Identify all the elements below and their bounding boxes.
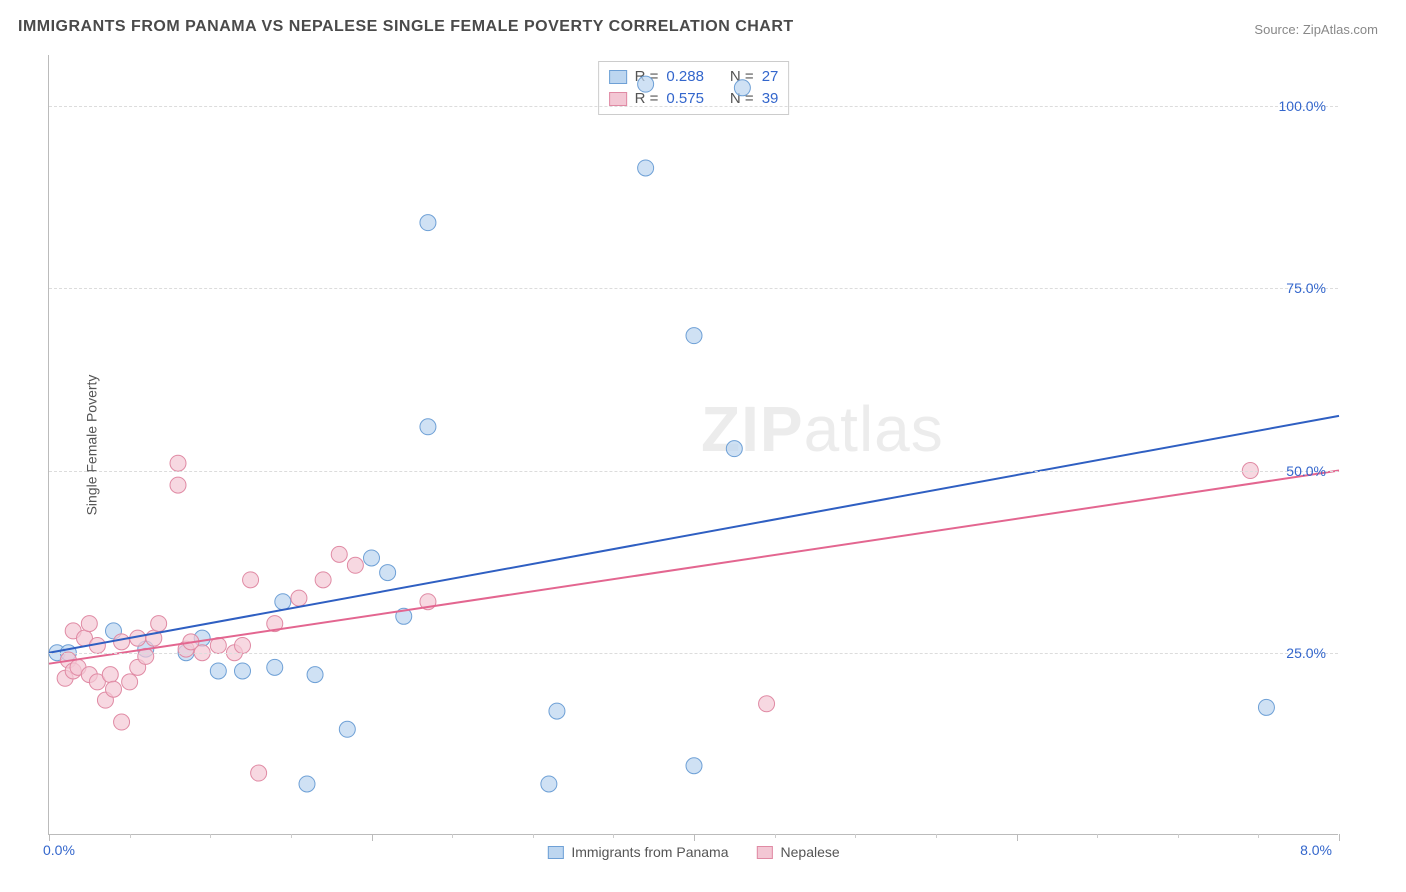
gridline [49,471,1338,472]
gridline [49,653,1338,654]
y-tick-label: 75.0% [1286,280,1326,296]
data-point [122,674,138,690]
x-tick-minor [452,834,453,838]
x-tick-minor [1178,834,1179,838]
gridline [49,288,1338,289]
x-tick-major [49,834,50,841]
data-point [347,557,363,573]
x-axis-max-label: 8.0% [1300,842,1332,858]
data-point [420,419,436,435]
data-point [638,76,654,92]
source-value: ZipAtlas.com [1303,22,1378,37]
x-tick-minor [775,834,776,838]
legend-series-label: Nepalese [781,844,840,860]
data-point [210,663,226,679]
legend-swatch [547,846,563,859]
data-point [243,572,259,588]
data-point [364,550,380,566]
chart-container: IMMIGRANTS FROM PANAMA VS NEPALESE SINGL… [0,0,1406,892]
data-point [734,80,750,96]
x-tick-minor [210,834,211,838]
chart-svg [49,55,1338,834]
data-point [275,594,291,610]
data-point [759,696,775,712]
legend-swatch [757,846,773,859]
gridline [49,106,1338,107]
data-point [151,616,167,632]
x-tick-minor [613,834,614,838]
legend-series-item: Immigrants from Panama [547,844,728,860]
data-point [102,667,118,683]
plot-area: Single Female Poverty ZIPatlas R = 0.288… [48,55,1338,835]
data-point [686,328,702,344]
data-point [235,663,251,679]
x-tick-minor [130,834,131,838]
data-point [170,477,186,493]
data-point [315,572,331,588]
x-axis-min-label: 0.0% [43,842,75,858]
data-point [81,616,97,632]
x-tick-major [694,834,695,841]
data-point [291,590,307,606]
x-tick-minor [1097,834,1098,838]
legend-series-item: Nepalese [757,844,840,860]
x-tick-major [1017,834,1018,841]
legend-series-label: Immigrants from Panama [571,844,728,860]
data-point [1258,699,1274,715]
data-point [726,441,742,457]
source-label: Source: [1254,22,1299,37]
data-point [331,546,347,562]
data-point [420,215,436,231]
data-point [638,160,654,176]
data-point [114,634,130,650]
data-point [299,776,315,792]
legend-series: Immigrants from Panama Nepalese [547,844,839,860]
data-point [114,714,130,730]
data-point [380,565,396,581]
data-point [549,703,565,719]
x-tick-minor [936,834,937,838]
trend-line [49,416,1339,653]
y-tick-label: 50.0% [1286,463,1326,479]
data-point [251,765,267,781]
trend-line [49,471,1339,664]
data-point [170,455,186,471]
data-point [307,667,323,683]
x-tick-major [1339,834,1340,841]
data-point [267,659,283,675]
x-tick-minor [1258,834,1259,838]
source-attribution: Source: ZipAtlas.com [1254,22,1378,37]
x-tick-minor [291,834,292,838]
chart-title: IMMIGRANTS FROM PANAMA VS NEPALESE SINGL… [18,18,794,36]
data-point [339,721,355,737]
x-tick-major [372,834,373,841]
data-point [541,776,557,792]
data-point [686,758,702,774]
data-point [235,637,251,653]
x-tick-minor [855,834,856,838]
data-point [106,681,122,697]
y-tick-label: 25.0% [1286,645,1326,661]
y-tick-label: 100.0% [1279,98,1326,114]
x-tick-minor [533,834,534,838]
